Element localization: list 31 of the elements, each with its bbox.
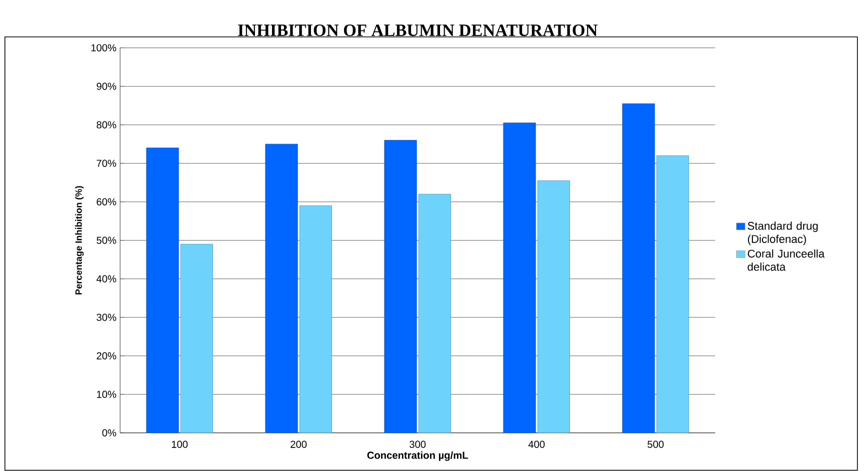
bar (418, 194, 451, 433)
bar (503, 122, 536, 433)
y-tick-label: 10% (97, 390, 116, 398)
bar (656, 155, 689, 433)
y-tick-label: 40% (96, 275, 116, 282)
x-tick-label: 300 (410, 440, 426, 448)
bar (299, 206, 332, 433)
y-tick-label: 50% (96, 236, 116, 244)
y-tick-label: 60% (96, 198, 116, 206)
chart-title: INHIBITION OF ALBUMIN DENATURATION (238, 24, 598, 36)
x-tick-label: 100 (172, 440, 188, 448)
bar (180, 244, 213, 433)
x-tick-label: 200 (290, 440, 307, 448)
bar (537, 180, 570, 433)
bar (265, 144, 298, 433)
y-tick-label: 90% (96, 82, 116, 90)
legend-label: Coral Junceella delicata (748, 250, 825, 271)
legend-label: Standard drug (Diclofenac) (748, 222, 818, 246)
y-tick-label: 80% (96, 121, 116, 128)
y-tick-label: 20% (96, 352, 116, 360)
x-axis-title: Concentration µg/mL (367, 451, 468, 461)
y-tick-label: 0% (102, 429, 116, 436)
y-tick-label: 70% (96, 160, 116, 167)
y-tick-label: 30% (96, 314, 116, 321)
bar (622, 103, 655, 433)
x-tick-label: 500 (648, 440, 664, 448)
y-tick-label: 100% (91, 44, 116, 52)
y-axis-title: Percentage Inhibition (%) (75, 186, 84, 294)
x-tick-label: 400 (528, 440, 545, 448)
bar (146, 148, 179, 433)
bar (384, 140, 417, 433)
